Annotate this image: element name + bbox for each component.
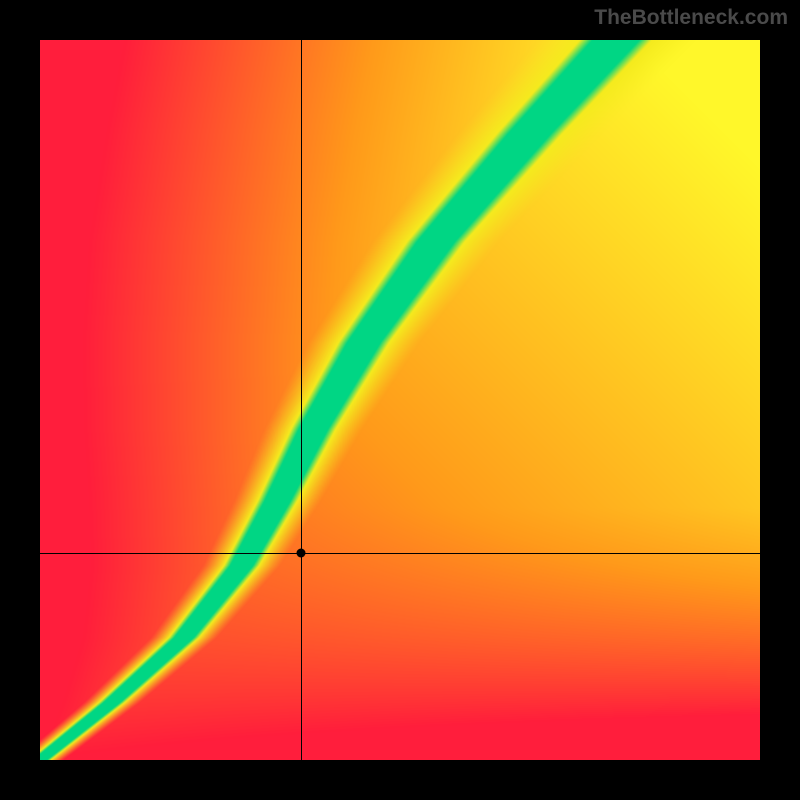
plot-area (40, 40, 760, 760)
crosshair-marker (296, 548, 305, 557)
crosshair-horizontal (40, 553, 760, 554)
heatmap-canvas (40, 40, 760, 760)
watermark-text: TheBottleneck.com (594, 6, 788, 30)
chart-container: TheBottleneck.com (0, 0, 800, 800)
crosshair-vertical (301, 40, 302, 760)
